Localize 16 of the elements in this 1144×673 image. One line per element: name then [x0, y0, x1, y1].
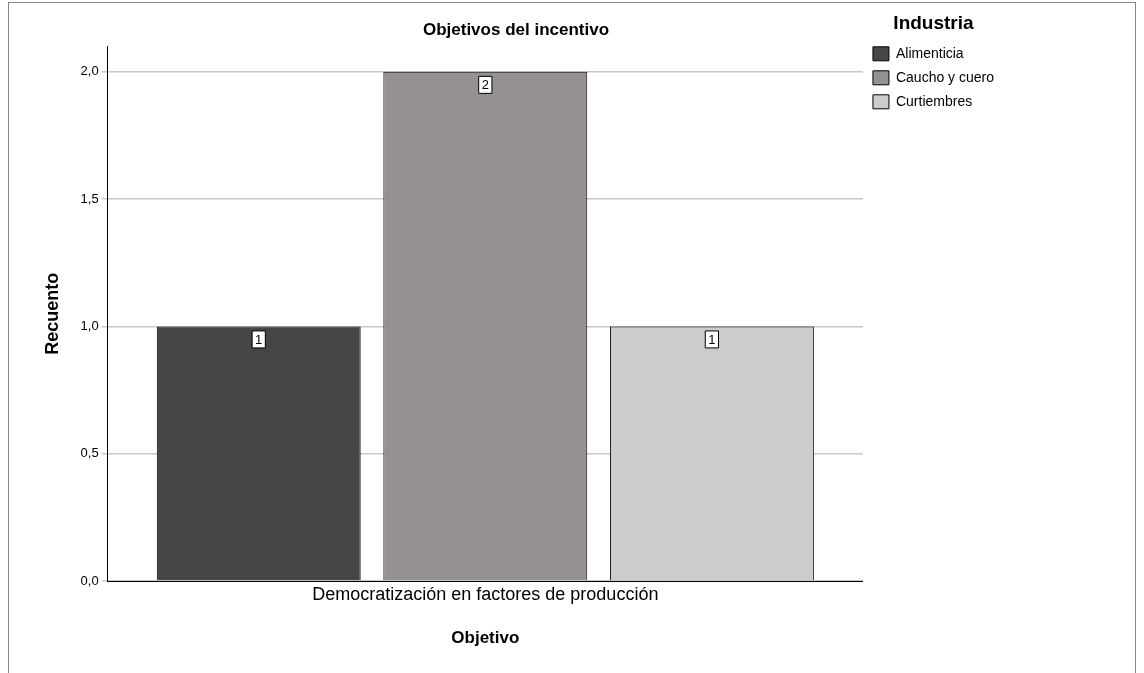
legend-label: Curtiembres: [895, 92, 973, 109]
y-tick-label: 1,5: [80, 190, 99, 206]
data-label: 1: [708, 332, 716, 348]
legend-label: Caucho y cuero: [895, 68, 995, 85]
y-tick-label: 2,0: [80, 63, 99, 79]
data-label: 2: [481, 77, 489, 93]
x-axis-title: Objetivo: [451, 628, 520, 648]
y-axis-title: Recuento: [41, 272, 62, 355]
chart-title: Objetivos del incentivo: [422, 19, 610, 39]
legend-title: Industria: [893, 11, 975, 33]
y-tick-label: 1,0: [80, 318, 99, 334]
legend-label: Alimenticia: [895, 44, 964, 61]
y-tick-label: 0,0: [80, 572, 99, 588]
data-label: 1: [255, 332, 263, 348]
y-tick-label: 0,5: [80, 445, 99, 461]
x-tick-label: Democratización en factores de producción: [312, 583, 659, 604]
